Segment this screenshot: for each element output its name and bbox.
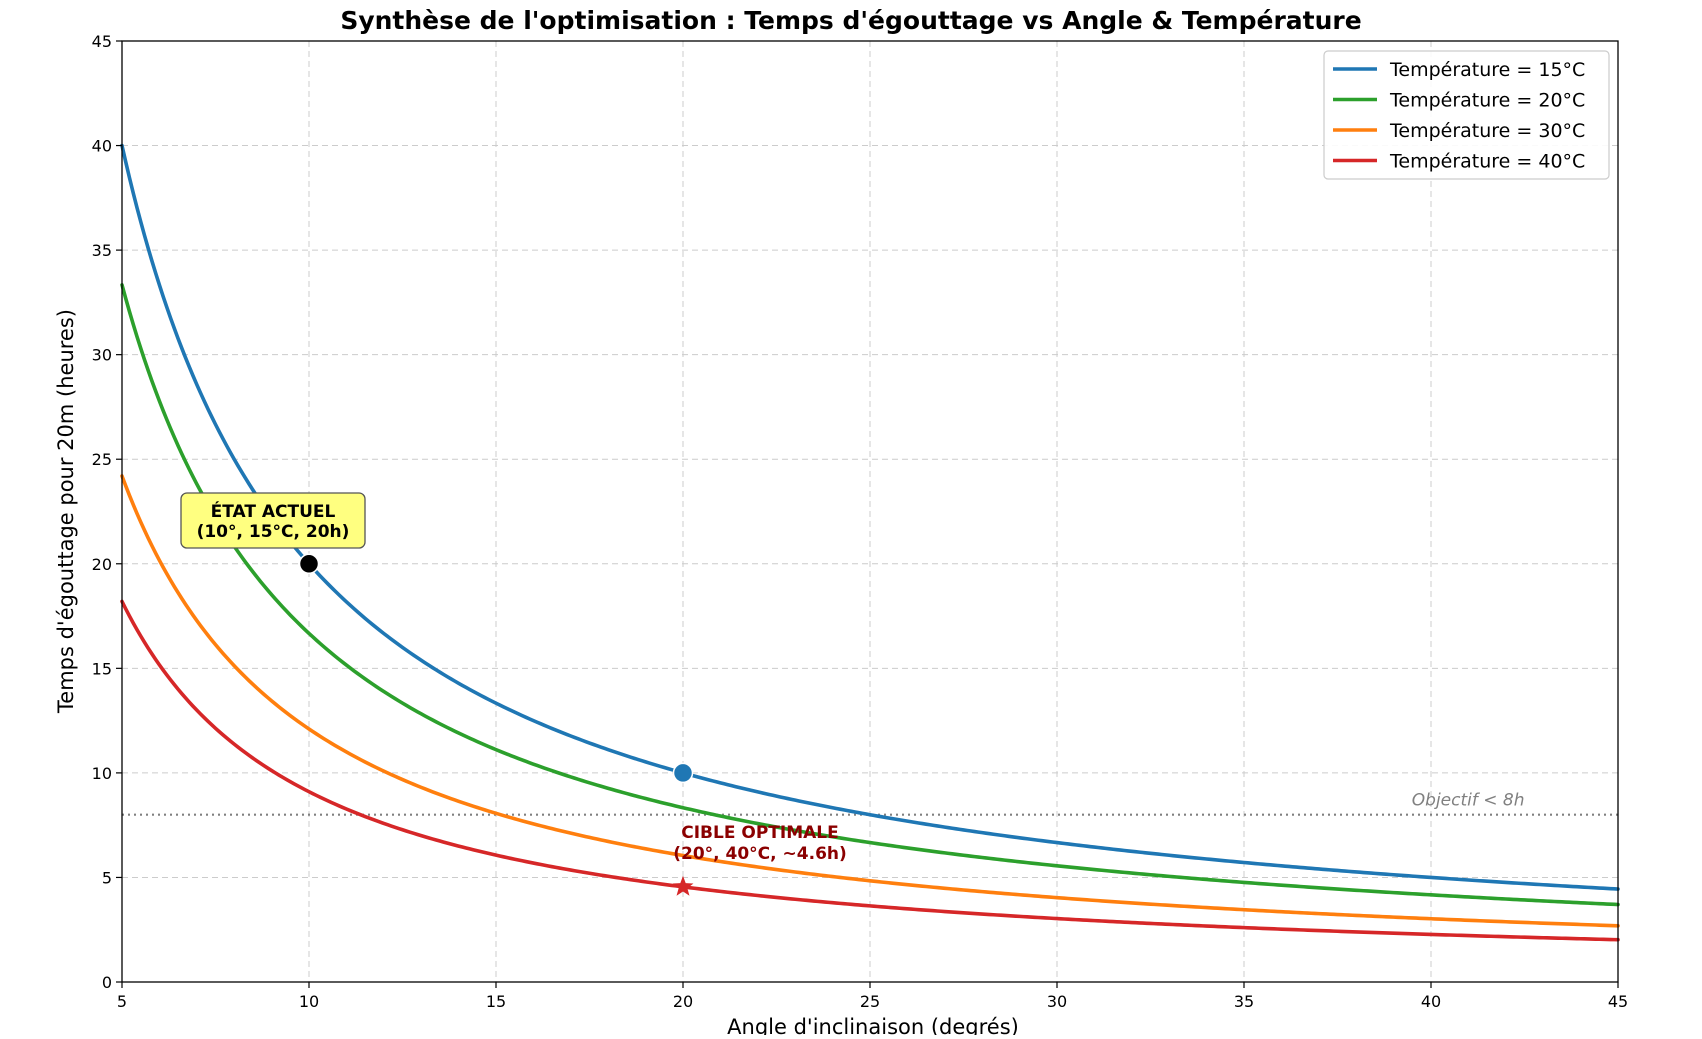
y-tick-label-7: 35	[92, 241, 112, 260]
annotation-current-line2: (10°, 15°C, 20h)	[197, 522, 350, 542]
legend-label-3: Température = 40°C	[1389, 151, 1585, 173]
x-tick-label-5: 30	[1047, 992, 1067, 1011]
annotation-target-line1: CIBLE OPTIMALE	[681, 823, 838, 843]
x-tick-label-7: 40	[1421, 992, 1441, 1011]
x-tick-label-2: 15	[486, 992, 506, 1011]
x-tick-label-3: 20	[673, 992, 693, 1011]
y-tick-label-6: 30	[92, 346, 112, 365]
legend-label-1: Température = 20°C	[1389, 90, 1585, 112]
x-tick-label-8: 45	[1608, 992, 1628, 1011]
legend-box	[1323, 50, 1610, 180]
target-star-marker	[672, 875, 694, 896]
threshold-group: Objectif < 8h	[122, 791, 1618, 816]
annotation-target: CIBLE OPTIMALE (20°, 40°C, ~4.6h)	[673, 823, 847, 864]
x-tick-label-4: 25	[860, 992, 880, 1011]
y-tick-label-9: 45	[92, 32, 112, 51]
y-tick-label-1: 5	[102, 868, 112, 887]
annotation-target-line2: (20°, 40°C, ~4.6h)	[673, 844, 847, 864]
chart-title: Synthèse de l'optimisation : Temps d'égo…	[340, 6, 1361, 35]
point-marker-1	[672, 762, 694, 784]
y-tick-label-8: 40	[92, 137, 112, 156]
y-tick-label-5: 25	[92, 450, 112, 469]
x-tick-label-6: 35	[1234, 992, 1254, 1011]
y-tick-label-2: 10	[92, 764, 112, 783]
legend: Température = 15°C Température = 20°C Temp…	[1323, 50, 1610, 180]
annotation-current-box	[180, 492, 366, 549]
y-tick-label-4: 20	[92, 555, 112, 574]
series-line-1	[120, 283, 1620, 907]
x-axis-label: Angle d'inclinaison (degrés)	[727, 1015, 1019, 1035]
legend-label-0: Température = 15°C	[1389, 59, 1585, 81]
series-line-3	[120, 599, 1620, 942]
threshold-label: Objectif < 8h	[1412, 791, 1525, 811]
annotation-current: ÉTAT ACTUEL (10°, 15°C, 20h)	[180, 492, 366, 549]
series-line-2	[120, 474, 1620, 928]
y-tick-label-3: 15	[92, 659, 112, 678]
series-lines	[120, 143, 1620, 942]
y-axis-ticks: 0 5 10 15 20 25 30 35 40 45	[92, 32, 122, 992]
annotation-current-line1: ÉTAT ACTUEL	[211, 500, 336, 522]
series-line-0	[120, 143, 1620, 891]
point-markers	[298, 553, 694, 896]
x-tick-label-0: 5	[117, 992, 127, 1011]
x-axis-ticks: 5 10 15 20 25 30 35 40 45	[117, 982, 1628, 1011]
y-tick-label-0: 0	[102, 973, 112, 992]
y-axis-label: Temps d'égouttage pour 20m (heures)	[54, 309, 78, 714]
x-tick-label-1: 10	[299, 992, 319, 1011]
point-marker-0	[298, 553, 320, 575]
legend-label-2: Température = 30°C	[1389, 120, 1585, 142]
